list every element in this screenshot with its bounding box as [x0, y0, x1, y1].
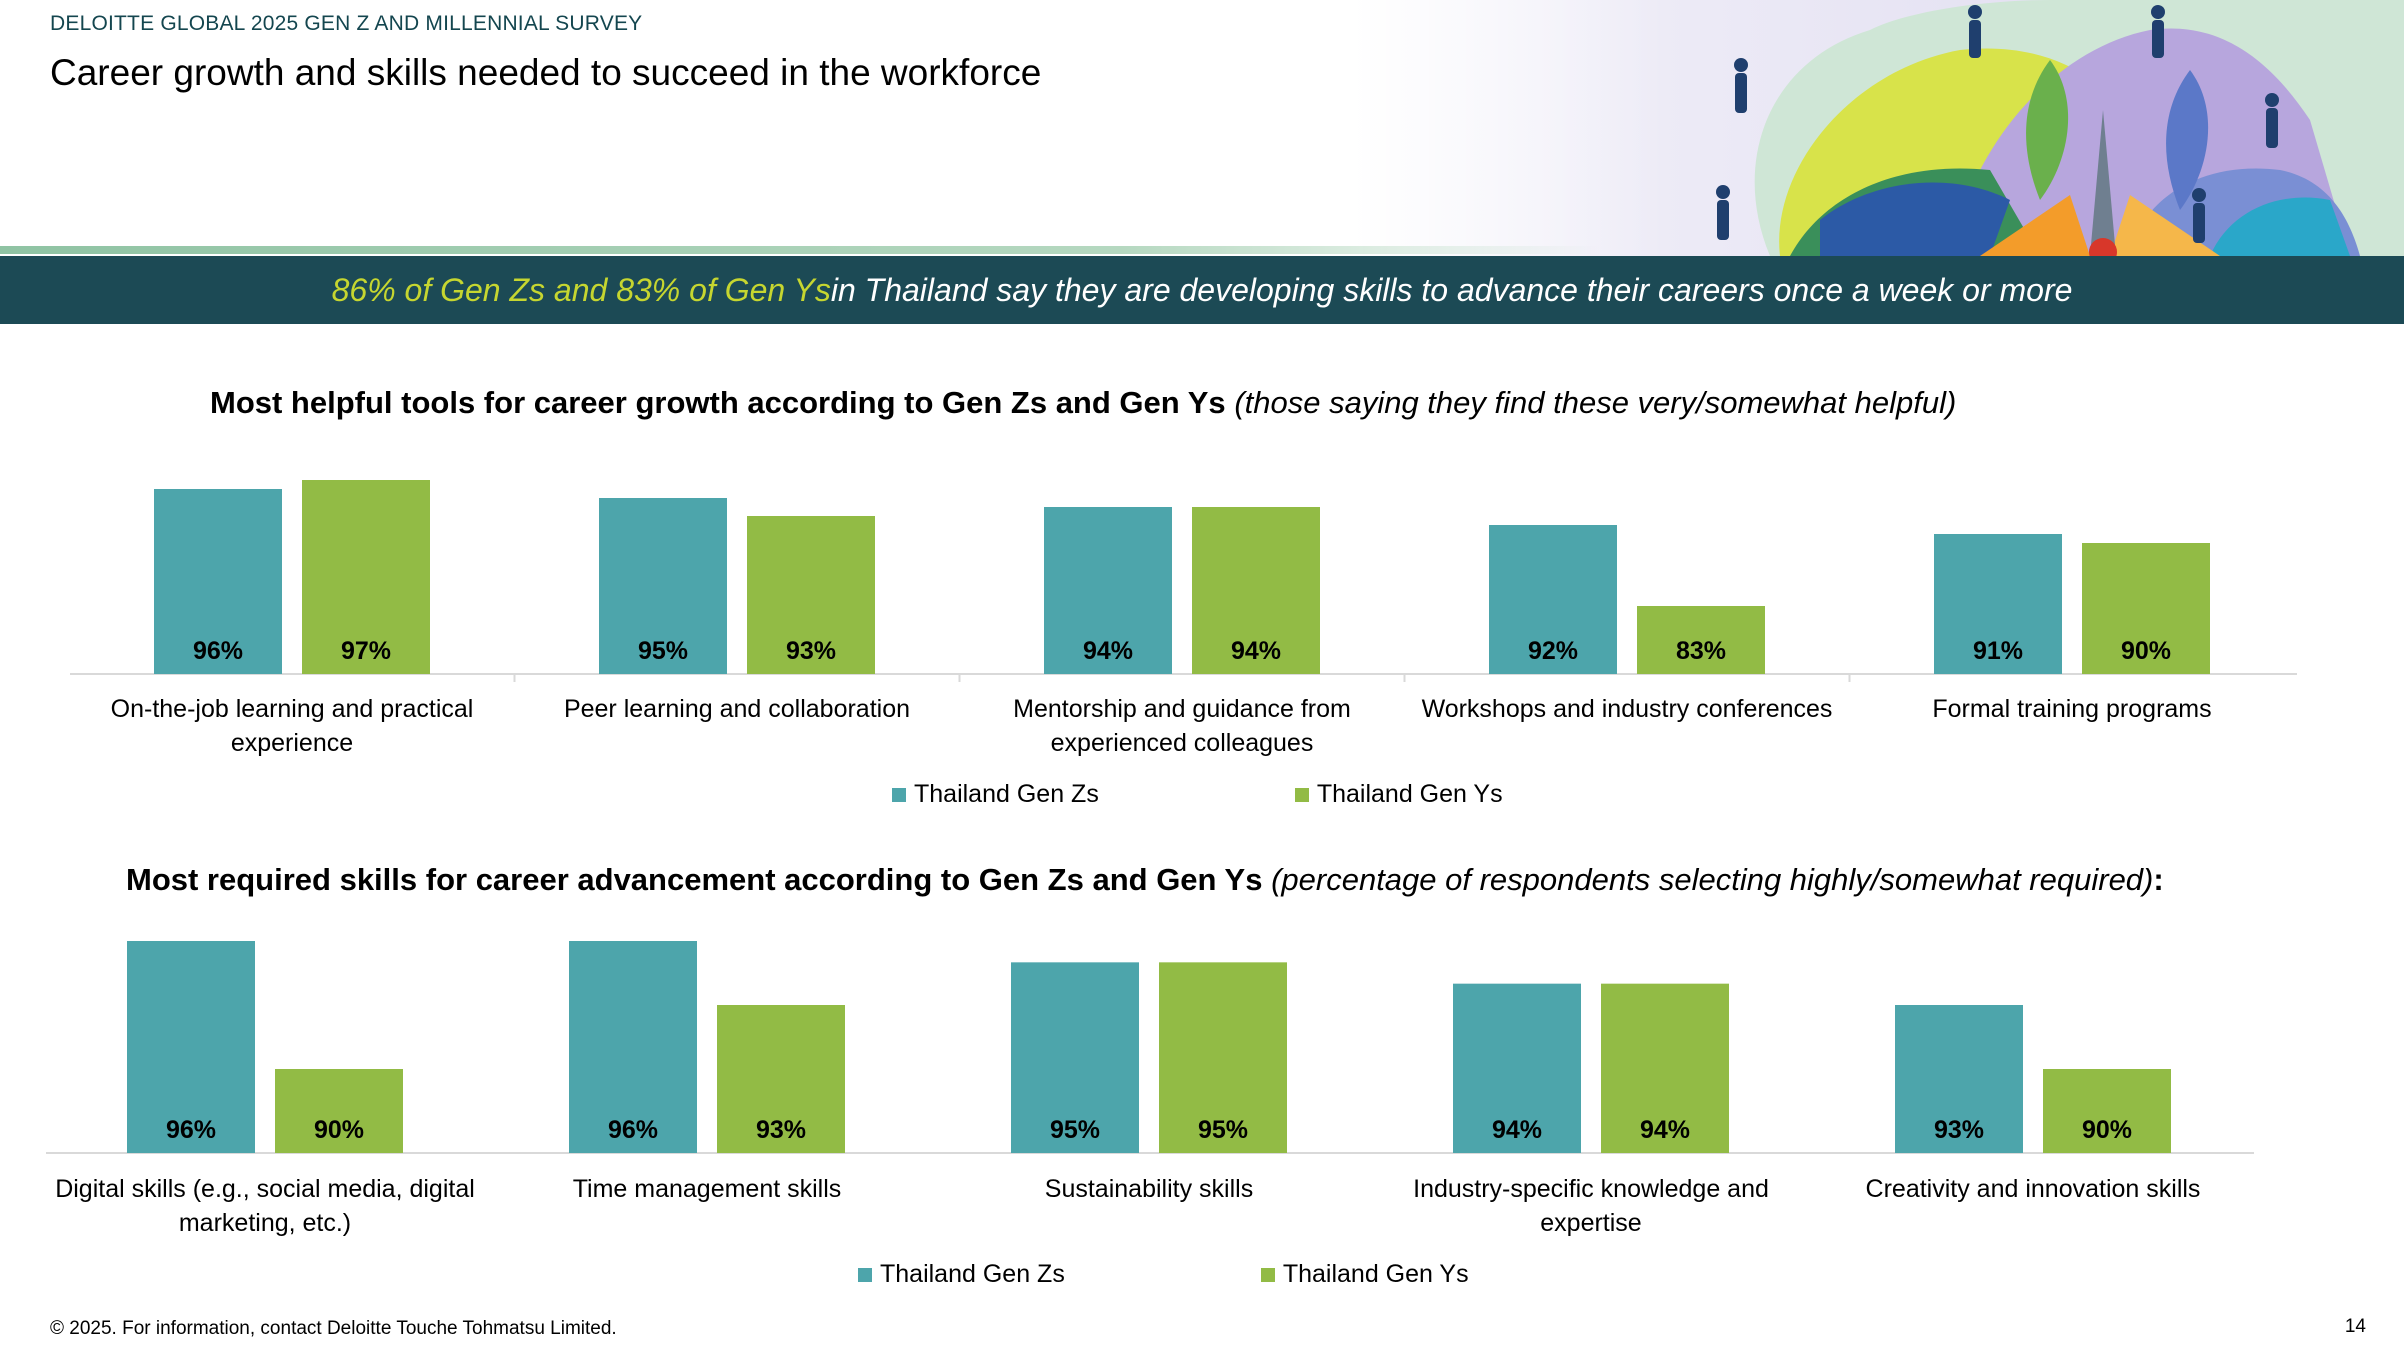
data-label: 96%	[608, 1116, 658, 1144]
chart2-plot: 96% 90% 96% 93% 95% 95% 94% 94% 93% 90%	[46, 941, 2254, 1154]
data-label: 92%	[1528, 637, 1578, 665]
category-label: Sustainability skills	[1044, 1175, 1254, 1203]
bar-gen-y	[1601, 983, 1729, 1153]
data-label: 90%	[314, 1116, 364, 1144]
data-label: 91%	[1973, 637, 2023, 665]
data-label: 95%	[1050, 1116, 1100, 1144]
legend-swatch	[1260, 1267, 1275, 1282]
bar-gen-y	[275, 1069, 403, 1153]
data-label: 93%	[786, 637, 836, 665]
data-label: 93%	[1934, 1116, 1984, 1144]
bar-gen-z	[1011, 962, 1139, 1153]
legend-label: Thailand Gen Zs	[914, 780, 1099, 808]
bar-gen-z	[599, 498, 727, 674]
legend-label: Thailand Gen Zs	[880, 1260, 1065, 1288]
header-illustration	[1350, 0, 2404, 256]
legend-swatch	[858, 1267, 872, 1282]
chart1-title-note: (those saying they find these very/somew…	[1234, 385, 1957, 420]
bar-gen-y	[717, 1005, 845, 1153]
data-label: 95%	[638, 637, 688, 665]
data-label: 94%	[1231, 637, 1281, 665]
category-label: Creativity and innovation skills	[1865, 1175, 2201, 1203]
chart2-title-suffix: :	[2153, 862, 2164, 897]
data-label: 83%	[1676, 637, 1726, 665]
bar-gen-z	[1044, 507, 1172, 674]
bar-gen-y	[1159, 962, 1287, 1153]
bar-gen-y	[302, 480, 430, 674]
bar-gen-y	[2043, 1069, 2171, 1153]
data-label: 90%	[2082, 1116, 2132, 1144]
bar-gen-z	[1453, 983, 1581, 1153]
data-label: 93%	[756, 1116, 806, 1144]
chart2-title-note: (percentage of respondents selecting hig…	[1271, 862, 2154, 897]
bar-gen-z	[1895, 1005, 2023, 1153]
bar-gen-z	[127, 941, 255, 1153]
bar-gen-y	[2082, 543, 2210, 674]
legend-swatch	[892, 787, 906, 802]
header-divider	[0, 246, 1600, 254]
data-label: 95%	[1198, 1116, 1248, 1144]
category-label: Workshops and industry conferences	[1421, 695, 1833, 723]
page-number: 14	[2344, 1316, 2366, 1337]
bar-gen-z	[1934, 534, 2062, 674]
bar-gen-y	[1637, 606, 1765, 674]
data-label: 94%	[1640, 1116, 1690, 1144]
category-label: Digital skills (e.g., social media, digi…	[55, 1175, 475, 1237]
category-label: Industry-specific knowledge and expertis…	[1413, 1175, 1769, 1237]
category-label: Mentorship and guidance from experienced…	[1013, 695, 1351, 757]
legend-item-gen-y: Thailand Gen Ys	[1294, 780, 1503, 809]
data-label: 90%	[2121, 637, 2171, 665]
category-label: Formal training programs	[1932, 695, 2212, 723]
bar-gen-z	[154, 489, 282, 674]
chart1-plot: 96% 97% 95% 93% 94% 94% 92% 83% 91% 90%	[70, 480, 2297, 682]
banner-highlight: 86% of Gen Zs and 83% of Gen Ys	[331, 271, 831, 308]
legend-item-gen-z: Thailand Gen Zs	[892, 780, 1099, 809]
banner-text: in Thailand say they are developing skil…	[830, 271, 2073, 308]
category-label: Peer learning and collaboration	[563, 695, 911, 723]
page-title: Career growth and skills needed to succe…	[50, 52, 1042, 93]
bar-gen-z	[1489, 525, 1617, 674]
data-label: 97%	[341, 637, 391, 665]
chart2-title-main: Most required skills for career advancem…	[126, 862, 1263, 897]
data-label: 96%	[166, 1116, 216, 1144]
survey-label: DELOITTE GLOBAL 2025 GEN Z AND MILLENNIA…	[50, 12, 643, 35]
chart2-legend: Thailand Gen Zs Thailand Gen Ys	[858, 1260, 1469, 1289]
category-label: On-the-job learning and practical experi…	[110, 695, 474, 757]
data-label: 94%	[1083, 637, 1133, 665]
chart1-title: Most helpful tools for career growth acc…	[210, 385, 1956, 421]
bar-gen-y	[747, 516, 875, 674]
chart1-title-main: Most helpful tools for career growth acc…	[210, 385, 1226, 420]
legend-swatch	[1294, 787, 1309, 802]
headline-banner: 86% of Gen Zs and 83% of Gen Ys in Thail…	[0, 256, 2404, 324]
legend-item-gen-y: Thailand Gen Ys	[1260, 1260, 1469, 1289]
bar-gen-z	[569, 941, 697, 1153]
chart1-legend: Thailand Gen Zs Thailand Gen Ys	[892, 780, 1503, 809]
data-label: 96%	[193, 637, 243, 665]
legend-item-gen-z: Thailand Gen Zs	[858, 1260, 1065, 1289]
data-label: 94%	[1492, 1116, 1542, 1144]
bar-gen-y	[1192, 507, 1320, 674]
category-label: Time management skills	[572, 1175, 842, 1203]
footer-copyright: © 2025. For information, contact Deloitt…	[50, 1318, 617, 1339]
chart2-title: Most required skills for career advancem…	[126, 862, 2164, 898]
legend-label: Thailand Gen Ys	[1282, 1260, 1469, 1288]
legend-label: Thailand Gen Ys	[1316, 780, 1503, 808]
